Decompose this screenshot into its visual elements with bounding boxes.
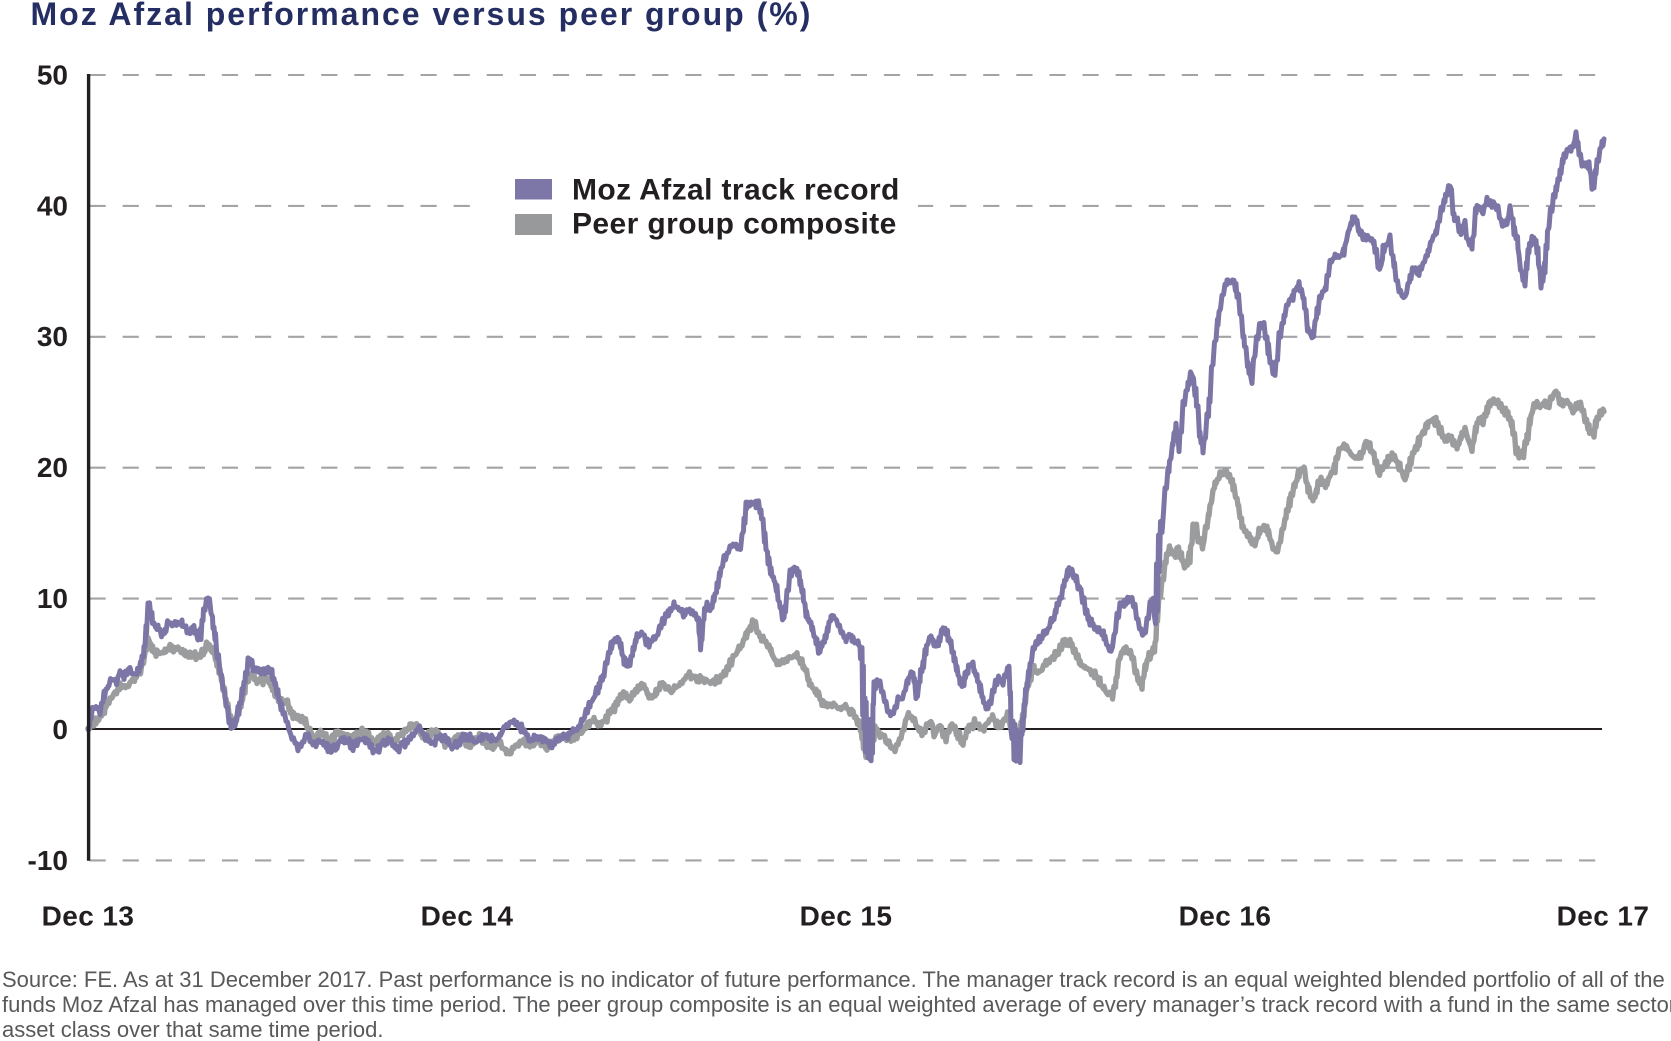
svg-text:50: 50 (37, 59, 68, 90)
svg-text:30: 30 (37, 321, 68, 352)
svg-text:Peer group composite: Peer group composite (572, 208, 897, 241)
svg-text:20: 20 (37, 452, 68, 483)
svg-text:Dec 16: Dec 16 (1179, 901, 1272, 932)
svg-text:-10: -10 (28, 845, 68, 876)
svg-text:10: 10 (37, 583, 68, 614)
svg-text:Dec 15: Dec 15 (800, 901, 893, 932)
svg-text:funds Moz Afzal has managed ov: funds Moz Afzal has managed over this ti… (2, 992, 1671, 1017)
svg-text:Moz Afzal performance versus p: Moz Afzal performance versus peer group … (31, 0, 813, 32)
svg-text:40: 40 (37, 190, 68, 221)
svg-text:Dec 13: Dec 13 (42, 901, 135, 932)
svg-text:Source: FE. As at 31 December: Source: FE. As at 31 December 2017. Past… (2, 967, 1665, 992)
svg-text:asset class over that same tim: asset class over that same time period. (2, 1017, 384, 1041)
svg-text:Moz Afzal track record: Moz Afzal track record (572, 174, 900, 207)
svg-text:Dec 17: Dec 17 (1557, 901, 1650, 932)
svg-text:Dec 14: Dec 14 (421, 901, 514, 932)
svg-text:0: 0 (52, 714, 68, 745)
